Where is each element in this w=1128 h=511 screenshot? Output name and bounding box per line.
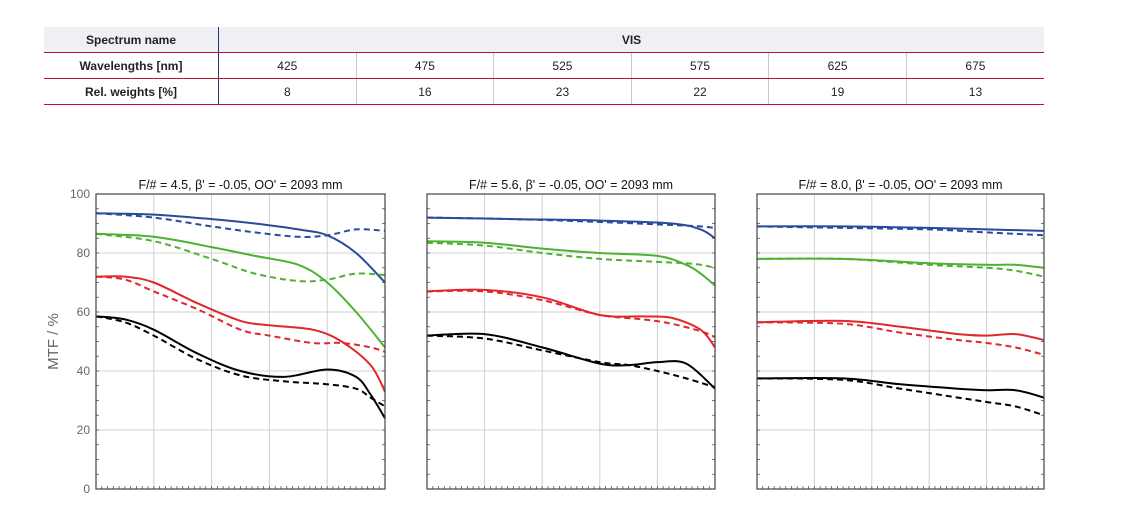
wavelength-cell: 675 [905,52,1044,79]
weight-cell: 22 [630,78,769,105]
weight-cell: 13 [905,78,1044,105]
wavelength-cell: 575 [630,52,769,79]
plot-frame [426,193,716,490]
wavelength-cell: 475 [355,52,494,79]
plot-frame [95,193,386,490]
weight-cell: 19 [768,78,907,105]
series-line-6 [426,289,716,339]
series-line-7 [426,332,716,390]
y-tick-label: 100 [70,187,90,201]
chart-title: F/# = 5.6, β' = -0.05, OO' = 2093 mm [469,178,673,192]
wavelength-cell: 625 [768,52,907,79]
series-line-3 [95,232,386,349]
series-line-6 [756,321,1045,356]
series-line-8 [426,334,716,389]
plot-frame [756,193,1045,490]
series-line-5 [426,288,716,349]
wavelength-cell: 425 [218,52,357,79]
series-line-2 [756,225,1045,237]
mtf-chart-1: F/# = 4.5, β' = -0.05, OO' = 2093 mm 0 20 4… [45,178,386,496]
series-line-6 [95,275,386,353]
series-line-4 [426,241,716,269]
series-line-3 [426,240,716,287]
weights-label: Rel. weights [%] [44,78,219,105]
wavelengths-label: Wavelengths [nm] [44,52,219,79]
series-line-5 [95,275,386,393]
wavelength-cell: 525 [493,52,632,79]
series-line-2 [95,212,386,238]
series-line-7 [756,376,1045,399]
y-tick-label: 80 [77,246,91,260]
series-line-8 [95,315,386,408]
mtf-chart-3: F/# = 8.0, β' = -0.05, OO' = 2093 mm [756,178,1045,490]
weight-cell: 16 [355,78,494,105]
chart-title: F/# = 8.0, β' = -0.05, OO' = 2093 mm [798,178,1002,192]
spectrum-name-value: VIS [218,27,1044,53]
y-axis-label: MTF / % [45,313,62,370]
series-line-2 [426,216,716,229]
weight-cell: 23 [493,78,632,105]
weights-row: Rel. weights [%] 8 16 23 22 19 13 [44,78,1044,105]
weight-cell: 8 [218,78,357,105]
y-tick-label: 0 [83,482,90,496]
series-line-3 [756,257,1045,269]
mtf-chart-2: F/# = 5.6, β' = -0.05, OO' = 2093 mm [426,178,716,490]
chart-title: F/# = 4.5, β' = -0.05, OO' = 2093 mm [138,178,342,192]
series-line-1 [426,216,716,240]
y-tick-label: 40 [77,364,91,378]
series-line-8 [756,377,1045,417]
series-line-5 [756,319,1045,341]
series-line-4 [95,232,386,283]
wavelengths-row: Wavelengths [nm] 425 475 525 575 625 675 [44,52,1044,79]
spectrum-name-row: Spectrum name VIS [44,27,1044,53]
y-tick-label: 20 [77,423,91,437]
spectrum-name-label: Spectrum name [44,27,219,53]
series-line-1 [95,212,386,284]
y-tick-label: 60 [77,305,91,319]
series-line-7 [95,315,386,419]
spectrum-table: Spectrum name VIS Wavelengths [nm] 425 4… [44,27,1044,105]
